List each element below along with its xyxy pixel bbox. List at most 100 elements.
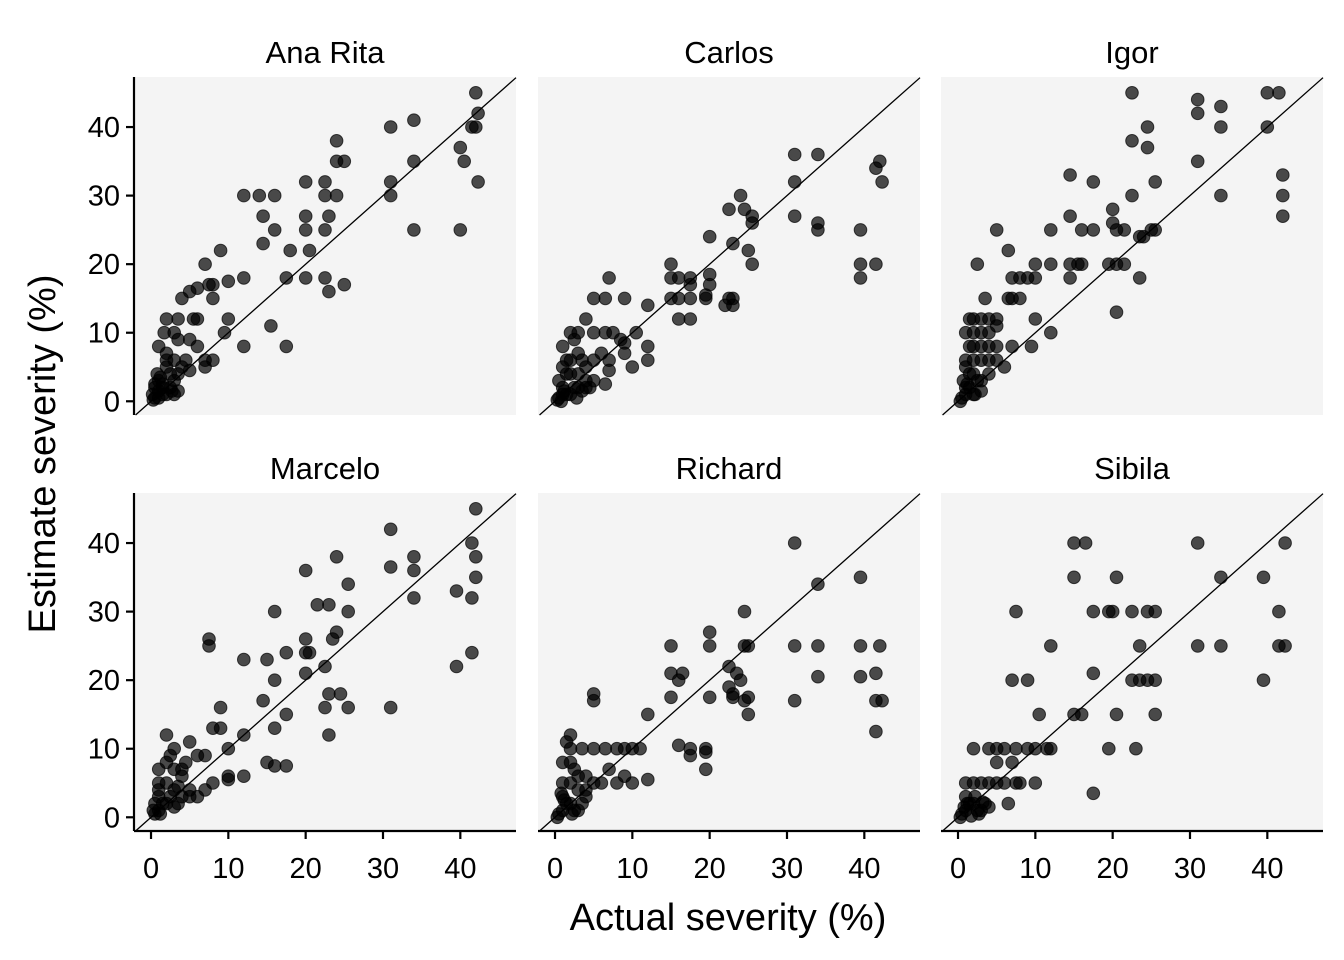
- data-point: [997, 741, 1012, 756]
- data-point: [298, 271, 313, 285]
- data-point: [407, 563, 421, 578]
- data-point: [1214, 639, 1228, 653]
- data-point: [237, 339, 251, 354]
- data-point: [267, 223, 282, 237]
- data-point: [1063, 168, 1077, 182]
- data-point: [586, 291, 601, 306]
- data-point: [970, 257, 985, 272]
- data-point: [853, 271, 868, 285]
- data-point: [1005, 339, 1019, 354]
- x-tick-label: 0: [950, 853, 966, 885]
- panel-title: Sibila: [1094, 451, 1171, 486]
- x-axis-title: Actual severity (%): [570, 897, 887, 939]
- data-point: [1125, 188, 1139, 203]
- panel-title: Carlos: [684, 35, 774, 70]
- data-point: [322, 687, 336, 701]
- data-point: [1005, 755, 1019, 770]
- data-point: [733, 673, 748, 688]
- panel-sibila: Sibila 0 10 20 30 40: [941, 451, 1324, 885]
- data-point: [1148, 673, 1162, 688]
- y-tick-label: 10: [88, 734, 120, 766]
- x-tick-label: 10: [212, 853, 244, 885]
- data-point: [1214, 99, 1228, 114]
- data-point: [449, 584, 464, 598]
- x-tick-label: 30: [367, 853, 399, 885]
- data-point: [182, 735, 197, 749]
- data-point: [1105, 604, 1120, 619]
- y-tick-label: 30: [88, 181, 120, 213]
- data-point: [563, 741, 578, 756]
- data-point: [853, 669, 868, 684]
- data-point: [1129, 741, 1143, 756]
- data-point: [702, 639, 717, 653]
- data-point: [179, 755, 193, 770]
- data-point: [329, 188, 344, 203]
- data-point: [310, 598, 325, 612]
- data-point: [341, 604, 356, 619]
- data-point: [279, 645, 294, 660]
- data-point: [279, 339, 294, 354]
- data-point: [853, 570, 868, 585]
- data-point: [683, 277, 698, 292]
- data-point: [594, 776, 609, 790]
- data-point: [267, 759, 282, 773]
- data-point: [1005, 673, 1019, 688]
- data-point: [982, 367, 996, 381]
- data-point: [1190, 154, 1205, 169]
- data-point: [811, 147, 825, 162]
- data-point: [283, 243, 298, 258]
- data-point: [569, 391, 584, 405]
- data-point: [322, 209, 336, 223]
- data-point: [1125, 134, 1139, 148]
- data-point: [1063, 271, 1077, 285]
- data-point: [465, 645, 479, 660]
- x-tick-label: 20: [694, 853, 726, 885]
- data-point: [1190, 92, 1205, 107]
- data-point: [1214, 570, 1228, 585]
- data-point: [1044, 223, 1058, 237]
- data-point: [159, 728, 174, 742]
- data-point: [213, 243, 228, 258]
- data-point: [457, 154, 472, 169]
- data-point: [1132, 229, 1147, 244]
- data-point: [787, 147, 802, 162]
- data-point: [702, 690, 717, 705]
- data-point: [1102, 741, 1116, 756]
- data-point: [869, 257, 883, 272]
- data-point: [629, 325, 644, 340]
- data-point: [267, 188, 282, 203]
- data-point: [322, 728, 336, 742]
- data-point: [1009, 604, 1023, 619]
- data-point: [206, 277, 220, 292]
- data-point: [165, 384, 179, 398]
- data-point: [322, 284, 336, 299]
- data-point: [198, 360, 212, 374]
- data-point: [555, 339, 570, 354]
- data-point: [298, 223, 313, 237]
- data-point: [598, 741, 613, 756]
- data-point: [1276, 188, 1290, 203]
- data-point: [1032, 707, 1046, 722]
- data-point: [1105, 202, 1120, 217]
- data-point: [318, 188, 332, 203]
- data-point: [602, 271, 616, 285]
- data-point: [869, 724, 883, 739]
- panel-title: Ana Rita: [266, 35, 386, 70]
- data-point: [264, 319, 278, 333]
- data-point: [1001, 796, 1016, 811]
- data-point: [407, 550, 421, 564]
- data-point: [383, 700, 398, 715]
- data-point: [1063, 209, 1077, 223]
- y-tick-label: 20: [88, 665, 120, 697]
- data-point: [148, 377, 162, 391]
- data-point: [302, 645, 317, 660]
- data-point: [318, 700, 332, 715]
- data-point: [787, 693, 802, 708]
- data-point: [171, 312, 185, 326]
- data-point: [787, 639, 802, 653]
- data-point: [811, 639, 825, 653]
- data-point: [186, 312, 201, 326]
- data-point: [159, 312, 174, 326]
- data-point: [1086, 604, 1101, 619]
- x-tick-label: 20: [290, 853, 322, 885]
